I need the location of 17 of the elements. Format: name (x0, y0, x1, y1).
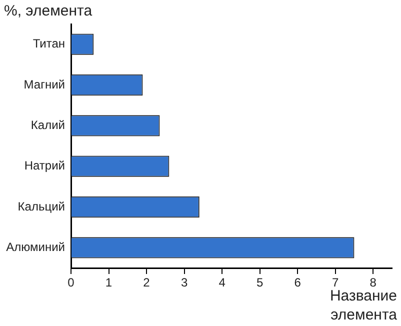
x-tick-label: 4 (218, 276, 226, 290)
y-tick-label: Магний (24, 77, 65, 92)
x-tick-label: 6 (294, 276, 302, 290)
x-tick-label: 0 (68, 276, 75, 290)
x-axis-title: Название элемента (330, 288, 398, 324)
x-tick-label: 8 (370, 276, 377, 290)
y-axis-title: %, элемента (4, 2, 93, 20)
x-tick-label: 7 (332, 276, 340, 290)
y-tick-label: Натрий (24, 158, 65, 173)
x-tick-label: 1 (105, 276, 112, 290)
x-tick-label: 2 (143, 276, 150, 290)
y-tick-label: Калий (30, 118, 65, 132)
x-tick-label: 5 (256, 276, 264, 290)
y-tick-label: Алюминий (6, 240, 65, 254)
y-tick-label: Кальций (18, 199, 65, 214)
x-tick-label: 3 (180, 276, 188, 290)
y-tick-label: Титан (32, 36, 65, 51)
